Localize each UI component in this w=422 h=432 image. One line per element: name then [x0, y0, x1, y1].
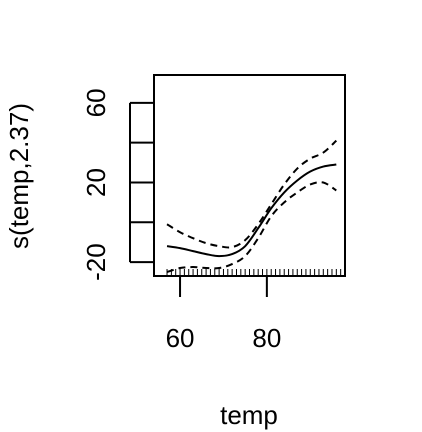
series-line-lower-band	[166, 181, 337, 273]
x-tick-label: 80	[252, 323, 281, 353]
y-axis: -20 20 60	[81, 88, 154, 281]
x-tick-label: 60	[166, 323, 195, 353]
series-line-upper-band	[166, 139, 338, 249]
y-tick-label: 60	[81, 88, 111, 117]
y-axis-label: s(temp,2.37)	[4, 103, 34, 249]
y-tick-label: -20	[81, 243, 111, 281]
series-layer	[166, 139, 338, 273]
x-axis-label: temp	[220, 400, 278, 430]
x-axis: 60 80	[166, 275, 281, 353]
plot-frame	[153, 74, 346, 277]
series-line-fit	[166, 163, 337, 258]
rug-layer	[166, 269, 342, 276]
y-tick-label: 20	[81, 168, 111, 197]
